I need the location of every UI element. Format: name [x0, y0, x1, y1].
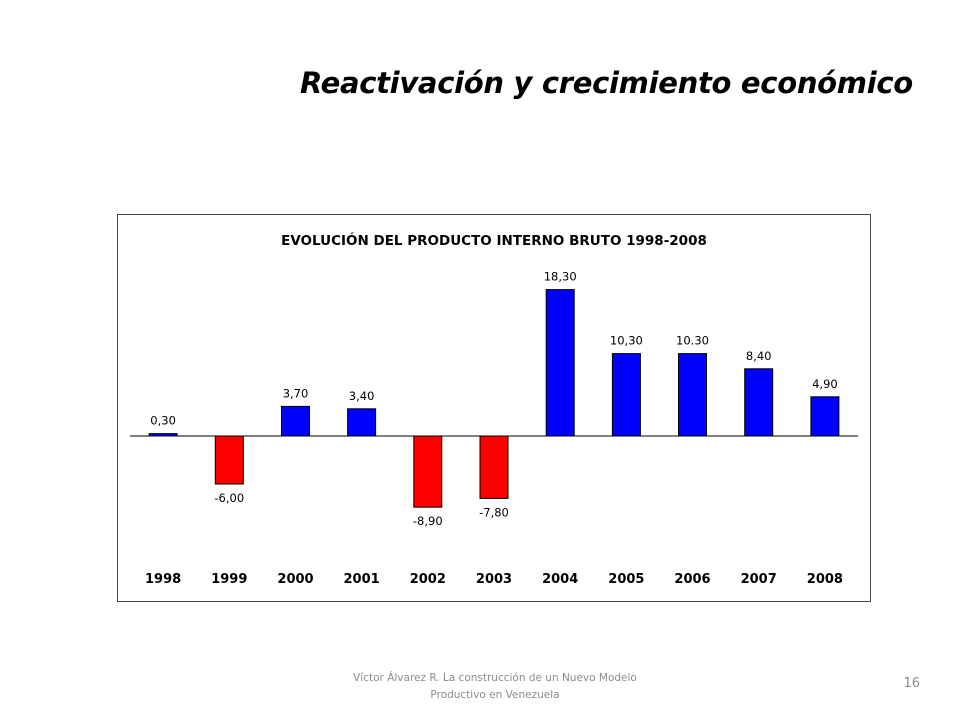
slide-title: Reactivación y crecimiento económico: [300, 66, 913, 100]
bar-1999: [214, 435, 244, 485]
page-number: 16: [903, 676, 920, 691]
bar-2008: [810, 396, 840, 437]
x-tick-label-2000: 2000: [277, 572, 313, 587]
x-tick-label-1998: 1998: [145, 572, 181, 587]
footer-line-1: Víctor Álvarez R. La construcción de un …: [353, 672, 637, 684]
data-label-2007: 8,40: [746, 349, 772, 363]
footer-line-2: Productivo en Venezuela: [430, 689, 560, 701]
chart-title: EVOLUCIÓN DEL PRODUCTO INTERNO BRUTO 199…: [281, 231, 707, 249]
data-label-2005: 10,30: [610, 334, 643, 348]
data-label-1999: -6,00: [214, 491, 244, 505]
x-tick-label-2001: 2001: [344, 572, 380, 587]
x-tick-label-2002: 2002: [410, 572, 446, 587]
x-tick-label-2008: 2008: [807, 572, 843, 587]
x-tick-label-1999: 1999: [211, 572, 247, 587]
data-label-1998: 0,30: [150, 414, 176, 428]
data-label-2008: 4,90: [812, 377, 838, 391]
x-tick-label-2005: 2005: [608, 572, 644, 587]
bar-2005: [611, 353, 641, 437]
footer: Víctor Álvarez R. La construcción de un …: [330, 670, 660, 704]
chart-frame: EVOLUCIÓN DEL PRODUCTO INTERNO BRUTO 199…: [117, 214, 871, 602]
bar-2003: [479, 435, 509, 499]
bar-2000: [281, 405, 310, 437]
data-label-2006: 10.30: [676, 334, 709, 348]
bar-2001: [347, 408, 377, 437]
gdp-bar-chart: EVOLUCIÓN DEL PRODUCTO INTERNO BRUTO 199…: [130, 231, 858, 587]
x-tick-label-2003: 2003: [476, 572, 512, 587]
data-label-2002: -8,90: [413, 514, 443, 528]
bar-2002: [413, 435, 443, 508]
data-label-2000: 3,70: [283, 386, 309, 400]
bar-2006: [678, 353, 707, 437]
x-tick-label-2007: 2007: [741, 572, 777, 587]
bar-2007: [744, 368, 774, 437]
data-label-2003: -7,80: [479, 505, 509, 519]
x-tick-label-2004: 2004: [542, 572, 578, 587]
data-label-2001: 3,40: [349, 389, 375, 403]
bar-2004: [545, 289, 575, 437]
x-tick-label-2006: 2006: [674, 572, 710, 587]
data-label-2004: 18,30: [544, 270, 577, 284]
